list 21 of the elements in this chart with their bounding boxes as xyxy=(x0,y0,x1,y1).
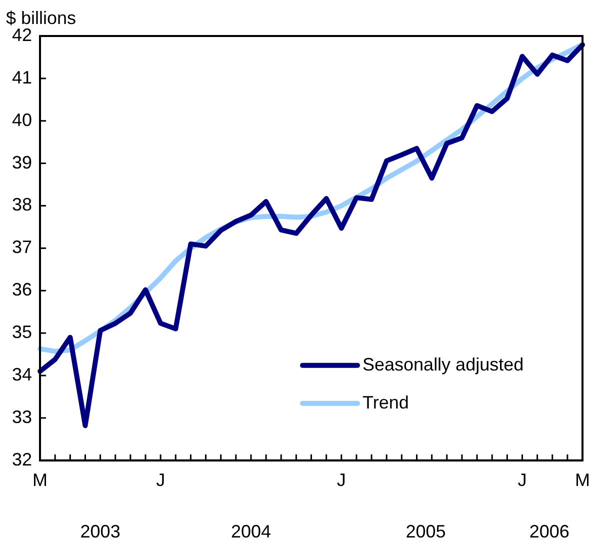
y-tick-label: 37 xyxy=(12,237,32,258)
y-tick-label: 41 xyxy=(12,67,32,88)
y-tick-label: 38 xyxy=(12,194,32,215)
x-tick-label: M xyxy=(575,470,590,490)
x-tick-label: M xyxy=(32,470,48,490)
y-tick-label: 32 xyxy=(12,449,32,470)
legend-label: Trend xyxy=(362,392,409,412)
y-tick-label: 40 xyxy=(12,110,32,130)
legend-label: Seasonally adjusted xyxy=(362,354,524,374)
text: 2004 xyxy=(230,521,272,542)
text: 2006 xyxy=(529,521,570,542)
y-tick-label: 36 xyxy=(12,280,32,300)
y-tick-label: 39 xyxy=(12,152,32,172)
y-tick-label: 34 xyxy=(12,364,32,384)
x-tick-label: J xyxy=(156,470,166,490)
y-tick-label: 33 xyxy=(12,406,32,427)
y-tick-label: 35 xyxy=(12,322,32,342)
text: 2003 xyxy=(80,521,120,542)
x-tick-label: J xyxy=(518,470,527,490)
text: 2005 xyxy=(406,521,446,542)
x-tick-label: J xyxy=(336,470,346,490)
